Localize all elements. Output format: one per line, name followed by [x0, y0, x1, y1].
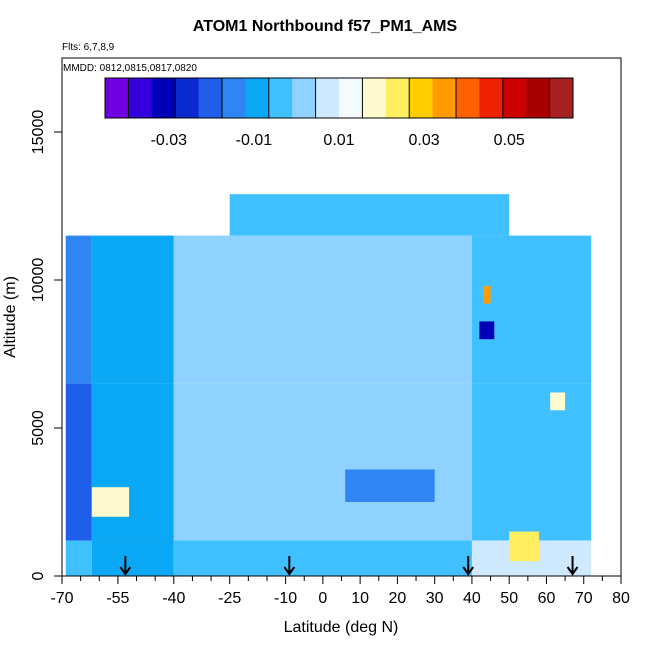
- heatmap-cell: [91, 383, 174, 541]
- colorbar-tick-label: -0.01: [236, 132, 273, 149]
- x-axis-label: Latitude (deg N): [284, 619, 399, 636]
- colorbar-swatch: [315, 78, 340, 118]
- x-tick-label: 30: [426, 590, 444, 607]
- x-tick-label: 40: [463, 590, 481, 607]
- colorbar-swatch: [222, 78, 246, 118]
- x-axis: -70 -55 -40 -25 -10 0 10 20 30 40 50 60 70 80: [50, 575, 630, 607]
- y-axis-label: Altitude (m): [2, 276, 19, 358]
- dates-note: MMDD: 0812,0815,0817,0820: [63, 63, 197, 74]
- y-tick-label: 0: [30, 571, 47, 580]
- x-tick-label: 60: [538, 590, 556, 607]
- heatmap-cell: [550, 392, 566, 411]
- arrow-head: [566, 566, 579, 576]
- heatmap-cell: [479, 321, 495, 340]
- flights-note: Flts: 6,7,8,9: [62, 42, 115, 53]
- colorbar: -0.03 -0.01 0.01 0.03 0.05: [104, 77, 574, 149]
- colorbar-swatch: [479, 78, 504, 118]
- colorbar-swatch: [409, 78, 434, 118]
- colorbar-swatch: [175, 78, 200, 118]
- x-tick-label: -25: [218, 590, 241, 607]
- y-tick-label: 10000: [30, 258, 47, 303]
- heatmap-cell: [229, 194, 510, 236]
- colorbar-swatch: [526, 78, 551, 118]
- colorbar-tick-label: 0.03: [409, 132, 440, 149]
- x-tick-label: -70: [50, 590, 73, 607]
- heatmap-cell: [65, 383, 92, 541]
- colorbar-swatch: [128, 78, 153, 118]
- heatmap-cell: [91, 540, 174, 576]
- heatmap-layer: [65, 194, 592, 576]
- y-tick-label: 15000: [30, 110, 47, 155]
- colorbar-swatch: [362, 78, 387, 118]
- colorbar-swatch: [268, 78, 293, 118]
- colorbar-swatch: [385, 78, 410, 118]
- heatmap-cell: [173, 540, 472, 576]
- colorbar-tick-label: -0.03: [151, 132, 188, 149]
- colorbar-swatch: [198, 78, 223, 118]
- heatmap-cell: [173, 235, 472, 384]
- heatmap-cell: [173, 383, 472, 541]
- colorbar-swatch: [151, 78, 176, 118]
- colorbar-frame: [104, 77, 574, 119]
- colorbar-tick-label: 0.05: [494, 132, 525, 149]
- x-tick-label: 20: [389, 590, 407, 607]
- heatmap-cell: [471, 235, 592, 384]
- x-tick-label: 70: [575, 590, 593, 607]
- colorbar-swatch: [292, 78, 317, 118]
- chart-title: ATOM1 Northbound f57_PM1_AMS: [192, 18, 458, 35]
- colorbar-swatch: [245, 78, 270, 118]
- colorbar-tick-label: 0.01: [323, 132, 354, 149]
- arrow-head: [283, 566, 296, 576]
- x-tick-label: -55: [106, 590, 129, 607]
- colorbar-swatch: [339, 78, 363, 118]
- heatmap-cell: [91, 235, 174, 384]
- heatmap-cell: [65, 235, 92, 384]
- colorbar-swatch: [456, 78, 480, 118]
- y-tick-label: 5000: [30, 410, 47, 446]
- heatmap-cell: [91, 487, 130, 517]
- colorbar-swatch: [502, 78, 527, 118]
- heatmap-cell: [483, 285, 491, 304]
- heatmap-cell: [65, 540, 92, 576]
- x-tick-label: 0: [318, 590, 327, 607]
- colorbar-swatch: [105, 78, 129, 118]
- heatmap-cell: [471, 383, 592, 541]
- colorbar-swatch: [432, 78, 457, 118]
- y-axis: 0 5000 10000 15000: [30, 110, 62, 580]
- arrow-head: [462, 566, 475, 576]
- x-tick-label: 50: [500, 590, 518, 607]
- x-tick-label: -40: [162, 590, 185, 607]
- arrow-markers: [119, 556, 579, 576]
- heatmap-cell: [509, 531, 540, 562]
- colorbar-swatch: [549, 78, 574, 118]
- x-tick-label: -10: [274, 590, 297, 607]
- x-tick-label: 80: [612, 590, 630, 607]
- heatmap-cell: [345, 469, 435, 502]
- arrow-head: [119, 566, 132, 576]
- x-tick-label: 10: [351, 590, 369, 607]
